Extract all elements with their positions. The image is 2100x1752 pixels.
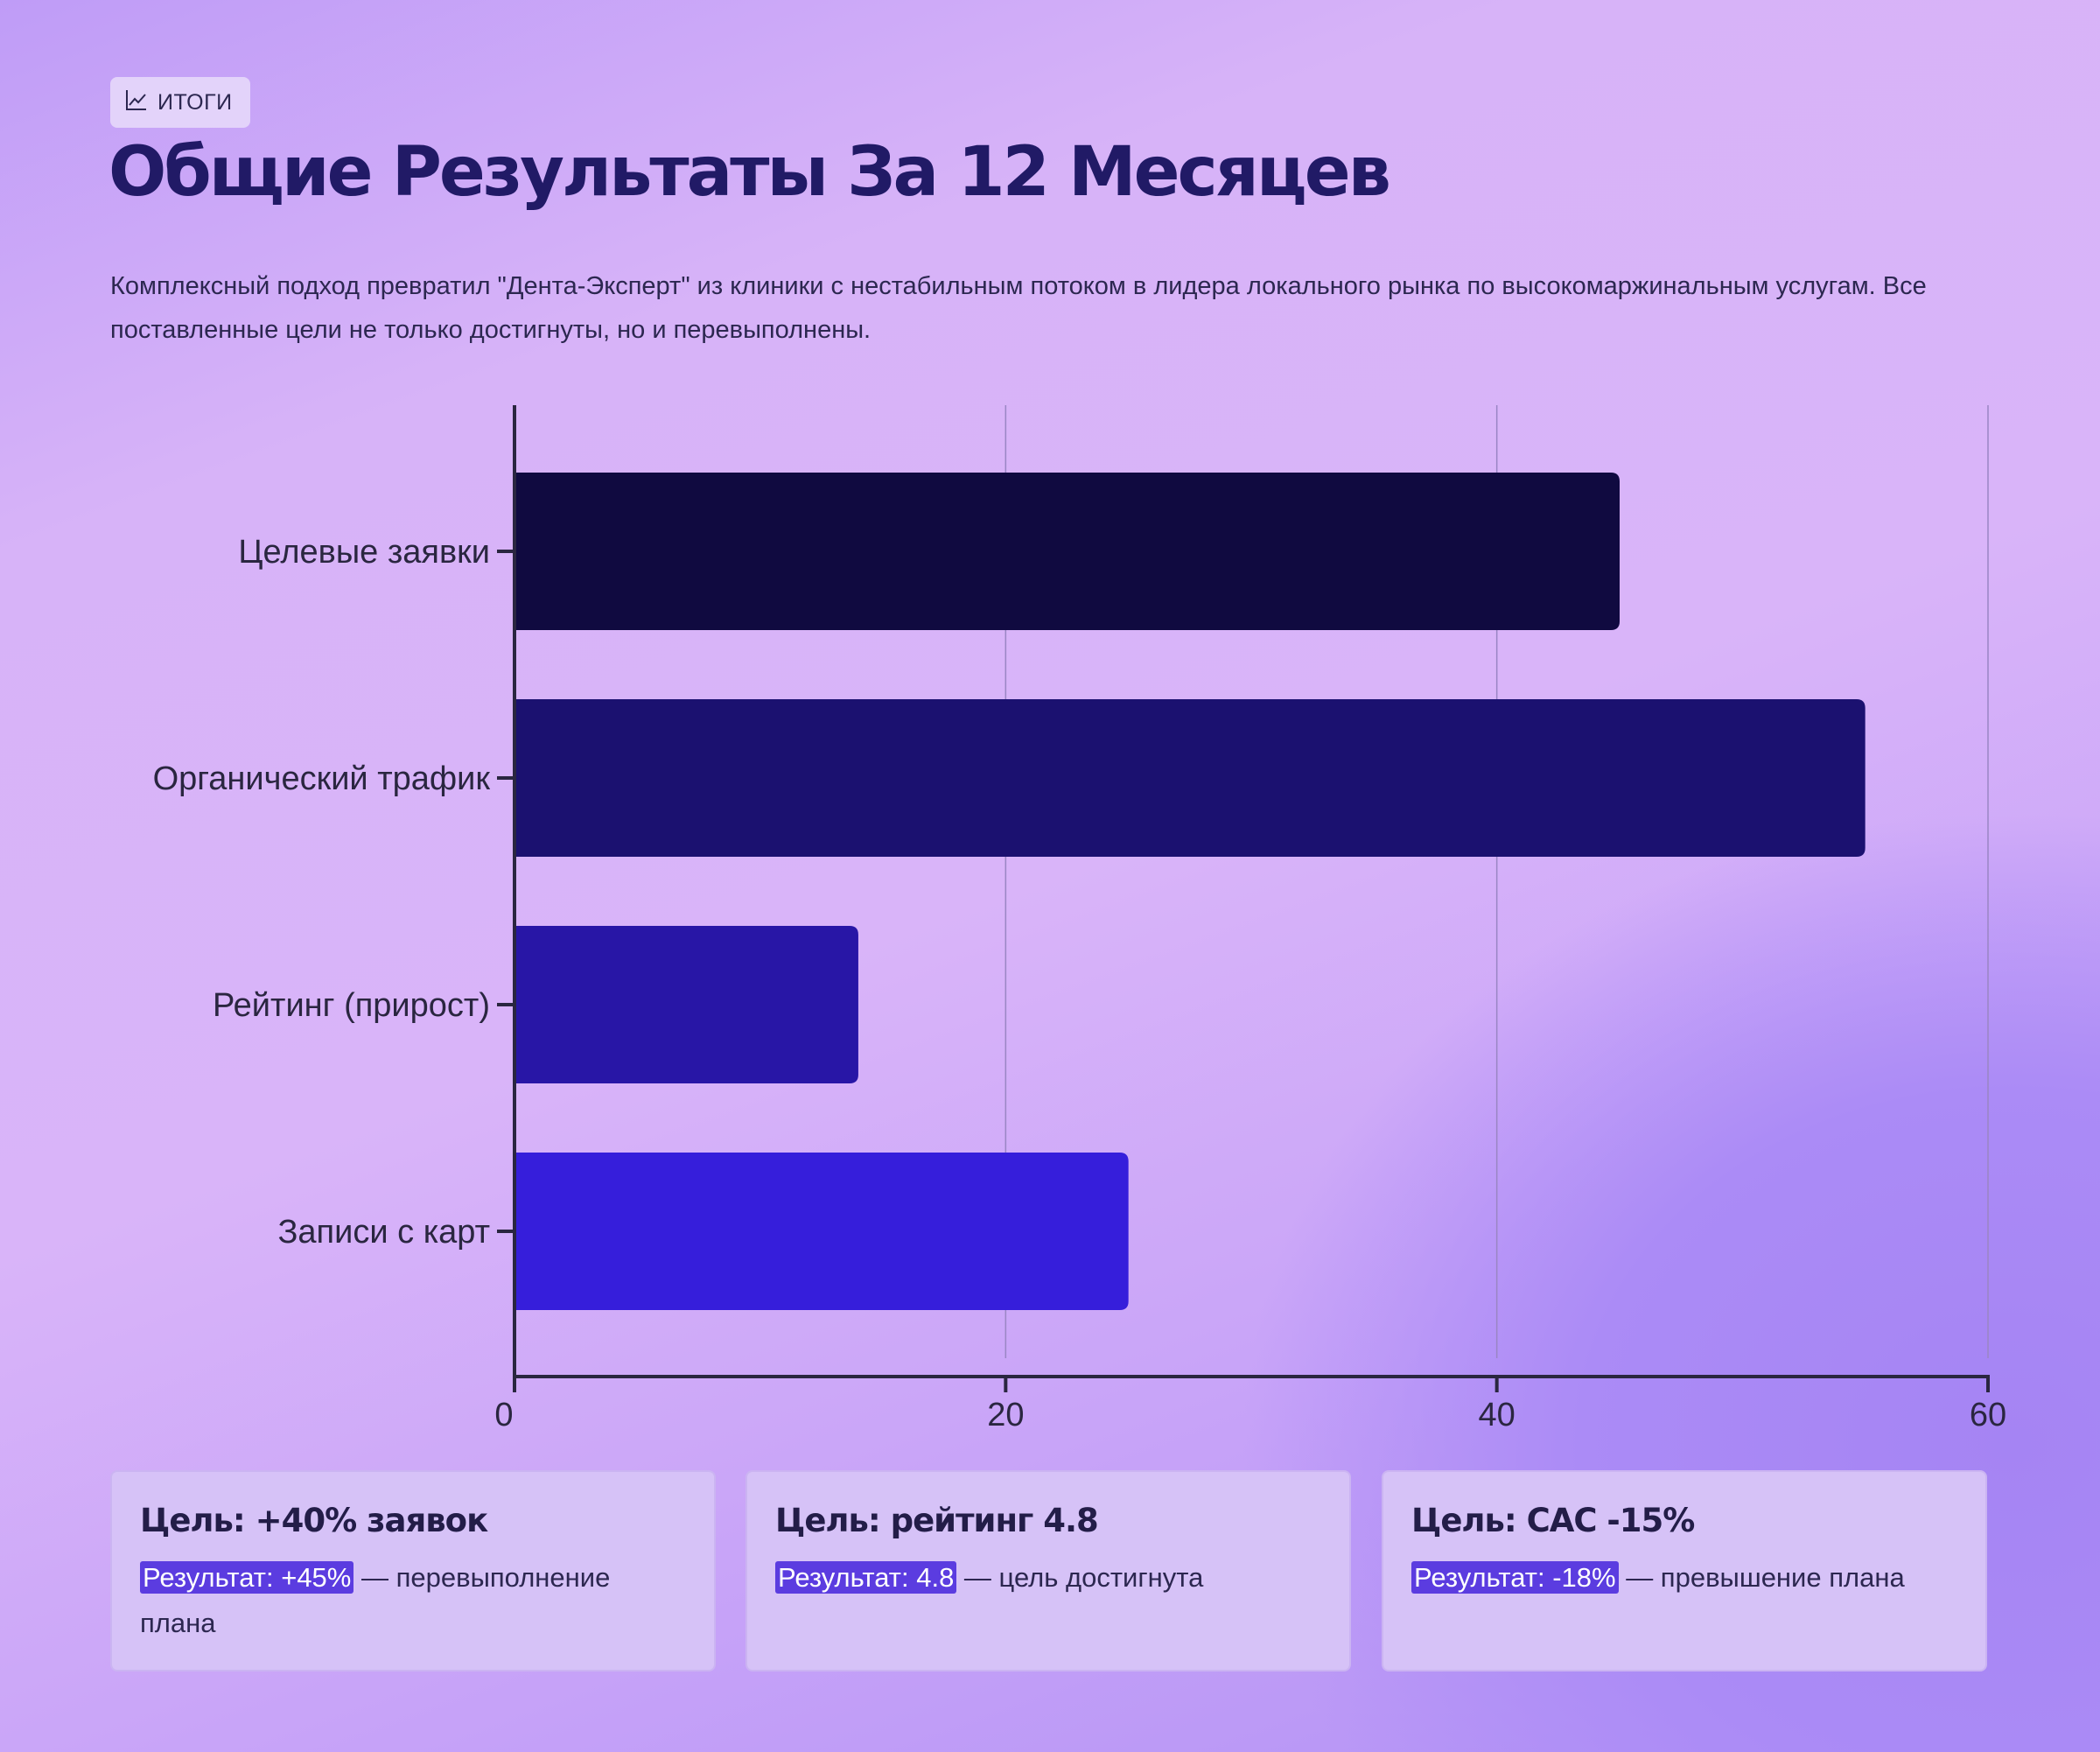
result-note: — цель достигнута: [956, 1562, 1204, 1593]
x-tick-label: 20: [987, 1397, 1024, 1433]
goal-card-rating: Цель: рейтинг 4.8 Результат: 4.8 — цель …: [746, 1470, 1351, 1671]
result-note: — перевыполнение плана: [140, 1562, 611, 1638]
x-tick-label: 40: [1479, 1397, 1516, 1433]
chart-axes: Целевые заявки Органический трафик Рейтинг…: [153, 405, 2006, 1433]
result-highlight: Результат: +45%: [140, 1561, 354, 1594]
goal-card-title: Цель: +40% заявок: [140, 1502, 488, 1539]
badge-label: ИТОГИ: [158, 89, 233, 115]
result-note: — превышение плана: [1618, 1562, 1905, 1593]
goal-card-title: Цель: CAC -15%: [1411, 1502, 1695, 1539]
category-label: Целевые заявки: [238, 534, 490, 571]
category-label: Органический трафик: [153, 760, 491, 797]
chart-bars: [514, 473, 1866, 1310]
page-subtitle: Комплексный подход превратил "Дента-Эксп…: [110, 272, 1927, 344]
category-label: Записи с карт: [277, 1214, 490, 1251]
result-highlight: Результат: 4.8: [775, 1561, 957, 1594]
goal-card-text: Результат: +45% — перевыполнение плана: [140, 1555, 686, 1646]
goal-card-leads: Цель: +40% заявок Результат: +45% — пере…: [110, 1470, 716, 1671]
results-bar-chart: Целевые заявки Органический трафик Рейтинг…: [153, 405, 2006, 1433]
page-title: Общие Результаты За 12 Месяцев: [108, 133, 1391, 212]
category-label: Рейтинг (прирост): [213, 987, 490, 1024]
trend-chart-icon: [124, 88, 149, 118]
goal-card-text: Результат: -18% — превышение плана: [1411, 1555, 1957, 1601]
goal-card-text: Результат: 4.8 — цель достигнута: [775, 1555, 1321, 1601]
result-highlight: Результат: -18%: [1411, 1561, 1619, 1594]
goal-card-cac: Цель: CAC -15% Результат: -18% — превыше…: [1382, 1470, 1987, 1671]
x-tick-label: 0: [494, 1397, 513, 1433]
goal-card-title: Цель: рейтинг 4.8: [775, 1502, 1099, 1539]
x-tick-label: 60: [1970, 1397, 2006, 1433]
section-badge: ИТОГИ: [110, 77, 250, 128]
bar-0: [514, 473, 1620, 630]
bar-1: [514, 699, 1866, 857]
bar-3: [514, 1153, 1129, 1310]
bar-2: [514, 926, 858, 1083]
